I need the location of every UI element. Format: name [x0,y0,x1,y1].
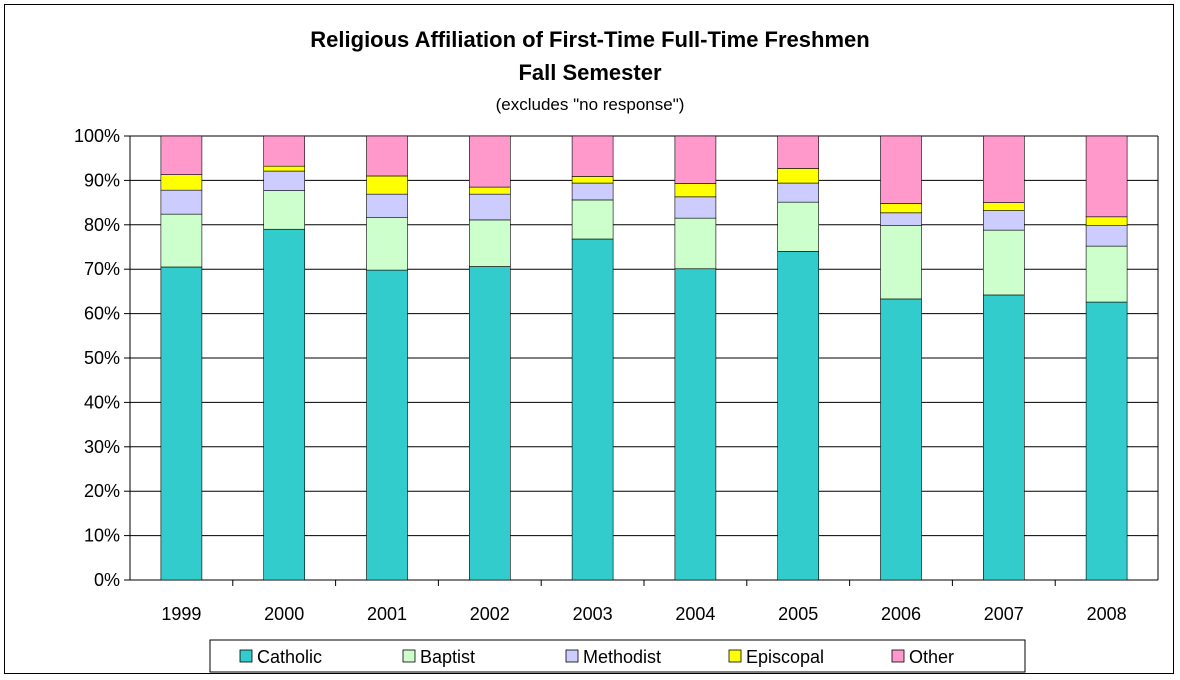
legend-label-catholic: Catholic [257,647,322,667]
legend-label-baptist: Baptist [420,647,475,667]
bar-other [777,135,820,169]
x-tick-label: 2005 [778,604,818,624]
y-tick-label: 50% [84,348,120,368]
y-tick-label: 10% [84,526,120,546]
legend-label-methodist: Methodist [583,647,661,667]
x-tick-label: 2001 [367,604,407,624]
bar-baptist [160,213,203,268]
bar-methodist [1085,225,1128,247]
x-tick-label: 2008 [1087,604,1127,624]
chart-subtitle: Fall Semester [518,60,662,85]
bar-catholic [880,298,922,581]
y-tick-label: 0% [94,570,120,590]
y-tick-label: 40% [84,392,120,412]
bar-episcopal [880,203,922,214]
bar-other [571,135,614,177]
bar-catholic [468,266,511,581]
x-tick-label: 1999 [161,604,201,624]
x-tick-label: 2003 [573,604,613,624]
legend-label-other: Other [909,647,954,667]
x-tick-label: 2000 [264,604,304,624]
bar-methodist [160,189,203,215]
bar-other [880,135,922,204]
bar-episcopal [571,176,614,184]
bar-catholic [777,251,820,581]
bar-episcopal [468,186,511,195]
legend-swatch-episcopal [728,649,742,663]
bar-methodist [263,170,306,191]
legend-swatch-baptist [402,649,416,663]
y-tick-label: 90% [84,170,120,190]
bar-methodist [468,193,511,221]
chart-note: (excludes "no response") [495,95,685,114]
legend-box [209,639,1026,673]
bar-episcopal [1085,216,1128,226]
bar-catholic [366,269,408,581]
bar-episcopal [982,202,1025,211]
y-tick-label: 30% [84,437,120,457]
bar-baptist [263,190,306,230]
bar-episcopal [160,174,203,191]
bar-catholic [674,268,717,581]
legend-swatch-other [891,649,905,663]
bar-catholic [160,266,203,581]
bar-methodist [777,182,820,203]
bar-catholic [1085,301,1128,581]
bar-other [263,135,306,167]
y-tick-label: 70% [84,259,120,279]
bar-other [674,135,717,184]
bar-methodist [674,196,717,219]
bar-other [366,135,408,177]
legend-swatch-catholic [239,649,253,663]
x-tick-label: 2007 [984,604,1024,624]
bar-catholic [263,228,306,581]
bar-catholic [982,294,1025,581]
bar-other [1085,135,1128,218]
bar-episcopal [777,168,820,184]
bar-baptist [777,201,820,252]
bar-methodist [571,182,614,201]
y-tick-label: 100% [74,126,120,146]
bar-methodist [982,210,1025,231]
bar-episcopal [263,165,306,172]
bar-methodist [880,212,922,226]
bar-baptist [674,217,717,270]
bar-catholic [571,238,614,581]
legend-label-episcopal: Episcopal [746,647,824,667]
y-tick-label: 20% [84,481,120,501]
bar-baptist [982,229,1025,296]
y-tick-label: 80% [84,215,120,235]
x-tick-label: 2004 [675,604,715,624]
x-tick-label: 2002 [470,604,510,624]
bar-baptist [880,225,922,300]
bar-episcopal [674,183,717,198]
bar-baptist [1085,245,1128,303]
bar-other [160,135,203,175]
bar-methodist [366,193,408,218]
bar-other [468,135,511,188]
chart-title: Religious Affiliation of First-Time Full… [310,27,870,52]
bar-baptist [366,217,408,271]
bar-baptist [571,199,614,240]
y-tick-label: 60% [84,304,120,324]
bar-other [982,135,1025,203]
bar-baptist [468,219,511,267]
bar-episcopal [366,175,408,195]
x-tick-label: 2006 [881,604,921,624]
legend-swatch-methodist [565,649,579,663]
